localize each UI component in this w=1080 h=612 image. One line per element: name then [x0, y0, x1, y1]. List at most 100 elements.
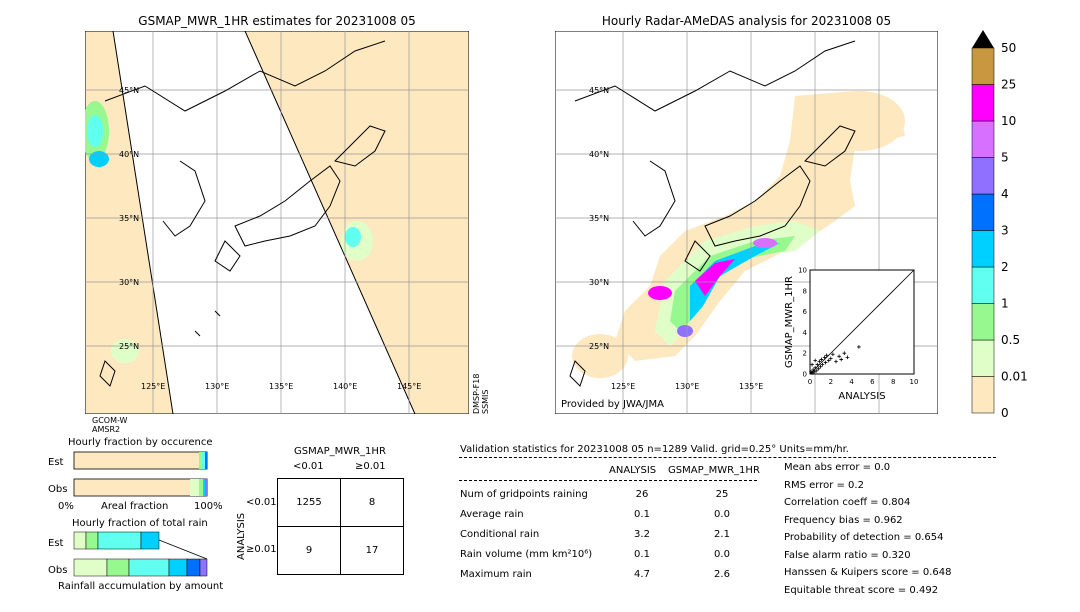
lon-label: 135°E [269, 382, 293, 391]
validation-header: Validation statistics for 20231008 05 n=… [460, 444, 849, 455]
contingency-cell: 1255 [277, 478, 341, 527]
scatter-xlabel: ANALYSIS [838, 391, 885, 402]
lon-label: 125°E [611, 382, 635, 391]
scatter-point [811, 368, 815, 372]
total-bar-segment [140, 531, 160, 550]
lat-label: 45°N [589, 86, 609, 95]
scatter-point [813, 365, 817, 370]
total-bar-segment [199, 558, 208, 577]
occurrence-bar-segment [199, 479, 203, 496]
occurrence-bar-segment [205, 452, 207, 469]
scatter-y-tick: 6 [803, 308, 808, 316]
total-bar-segment [106, 558, 130, 577]
total-bar-segment [73, 531, 87, 550]
validation-row-gsmap: 25 [715, 489, 729, 500]
colorbar-level-label: 50 [1001, 41, 1016, 55]
colorbar-level-label: 4 [1001, 187, 1009, 201]
total-bar-connector [158, 539, 208, 560]
lon-label: 130°E [675, 382, 699, 391]
validation-row-gsmap: 2.6 [714, 569, 730, 580]
scatter-x-tick: 2 [829, 378, 833, 386]
scatter-point [813, 358, 817, 363]
rain-area [677, 325, 693, 337]
scatter-point [826, 358, 831, 363]
colorbar-swatch [971, 303, 995, 341]
validation-col-analysis: ANALYSIS [609, 465, 657, 476]
occurrence-bar-segment [202, 452, 205, 469]
lat-label: 25°N [119, 342, 139, 351]
total-row-label: Est [48, 538, 64, 549]
total-bar-segment [85, 531, 99, 550]
total-bar-segment [97, 531, 142, 550]
scatter-point [834, 359, 838, 364]
colorbar-swatch [971, 157, 995, 195]
colorbar-level-label: 25 [1001, 78, 1016, 92]
rain-area [648, 286, 672, 300]
occurrence-bar-segment [205, 479, 207, 496]
colorbar-level-label: 5 [1001, 151, 1009, 165]
scatter-y-tick: 0 [803, 371, 807, 379]
data-credit: Provided by JWA/JMA [561, 399, 664, 410]
scatter-x-tick: 8 [891, 378, 895, 386]
occurrence-bars [73, 451, 208, 497]
colorbar-level-label: 0.5 [1001, 333, 1020, 347]
sensor-left-label: GCOM-W AMSR2 [92, 416, 128, 434]
scatter-y-tick: 8 [803, 287, 807, 295]
scatter-y-tick: 2 [803, 350, 807, 358]
lat-label: 30°N [589, 278, 609, 287]
colorbar-swatch [971, 47, 995, 85]
left-map-title: GSMAP_MWR_1HR estimates for 20231008 05 [138, 14, 416, 28]
scatter-point [815, 362, 820, 367]
scatter-x-tick: 0 [808, 378, 812, 386]
scatter-point [820, 362, 825, 367]
lat-label: 40°N [119, 150, 139, 159]
colorbar-level-label: 10 [1001, 114, 1016, 128]
validation-row-label: Num of gridpoints raining [460, 489, 588, 500]
diagonal-line [809, 269, 915, 375]
occurrence-bar-segment [190, 479, 199, 496]
analysis-region [815, 91, 905, 151]
score-line: Correlation coeff = 0.804 [784, 497, 911, 508]
scatter-point [829, 356, 833, 361]
contingency-title: GSMAP_MWR_1HR [294, 446, 386, 457]
occurrence-bar-segment [203, 479, 205, 496]
colorbar-swatch [971, 84, 995, 122]
scatter-x-tick: 4 [849, 378, 854, 386]
validation-row-gsmap: 0.0 [714, 549, 730, 560]
occurrence-bar-est [73, 451, 208, 470]
scatter-point [857, 345, 861, 349]
colorbar-level-label: 0.01 [1001, 370, 1028, 384]
scatter-y-tick: 4 [803, 329, 808, 337]
scatter-x-tick: 6 [870, 378, 875, 386]
occurrence-axis-left: 0% [58, 501, 74, 512]
score-line: Frequency bias = 0.962 [784, 514, 903, 526]
validation-divider [459, 480, 757, 481]
contingency-cell: 8 [340, 478, 404, 527]
analysis-region [572, 334, 628, 378]
occurrence-row-label: Est [48, 457, 64, 468]
scatter-point [824, 353, 829, 358]
scatter-point [819, 357, 824, 362]
scatter-point [839, 357, 843, 362]
scatter-point [842, 351, 847, 355]
score-line: Equitable threat score = 0.492 [784, 584, 939, 596]
scatter-point [812, 370, 816, 374]
coastline [99, 40, 386, 387]
right-map-title: Hourly Radar-AMeDAS analysis for 2023100… [601, 14, 892, 28]
contingency-row-label: ≥0.01 [246, 544, 277, 555]
scatter-x-tick: 10 [910, 378, 919, 386]
occurrence-row-label: Obs [48, 484, 68, 495]
scatter-ylabel: GSMAP_MWR_1HR [784, 276, 795, 368]
score-line: RMS error = 0.2 [784, 479, 864, 491]
validation-row-analysis: 26 [635, 489, 649, 500]
total-axis-label: Rainfall accumulation by amount [58, 581, 224, 592]
scatter-plot: 00 2 2 4 4 6 6 8 8 10 10 ANALYSIS GSMAP_MWR_1HR [784, 267, 919, 403]
total-title: Hourly fraction of total rain [72, 518, 208, 529]
scatter-point [831, 352, 835, 357]
colorbar-swatch [971, 193, 995, 231]
right-map: 45°N 40°N 35°N 30°N 25°N 125°E 130°E 135… [555, 31, 938, 414]
scatter-point [810, 362, 814, 367]
contingency-cell: 17 [340, 526, 404, 575]
validation-row-label: Rain volume (mm km²10⁶) [460, 549, 593, 560]
total-bar-segment [128, 558, 170, 577]
